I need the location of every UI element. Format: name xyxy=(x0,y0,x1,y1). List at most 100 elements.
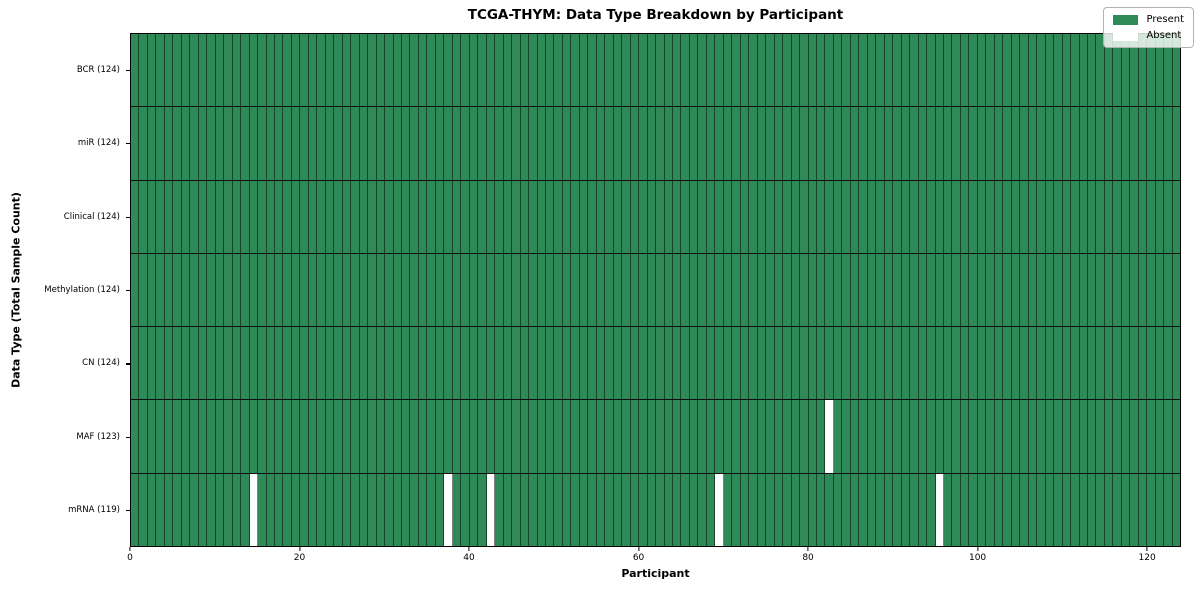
cell-present xyxy=(571,253,580,327)
cell-present xyxy=(308,400,318,473)
cell-present xyxy=(266,473,275,546)
cell-present xyxy=(783,34,792,107)
cell-present xyxy=(376,34,386,107)
cell-present xyxy=(1062,34,1072,107)
cell-present xyxy=(359,253,369,327)
cell-present xyxy=(291,107,301,180)
cell-present xyxy=(647,473,657,546)
cell-present xyxy=(181,107,191,180)
cell-present xyxy=(325,107,335,180)
cell-present xyxy=(1121,400,1131,473)
cell-present xyxy=(783,473,792,546)
cell-present xyxy=(681,327,690,400)
cell-present xyxy=(977,253,987,327)
cell-present xyxy=(486,327,496,400)
cell-present xyxy=(300,400,309,473)
cell-present xyxy=(393,34,402,107)
cell-present xyxy=(1164,400,1173,473)
cell-present xyxy=(808,34,817,107)
cell-present xyxy=(1037,473,1046,546)
cell-present xyxy=(715,327,724,400)
cell-present xyxy=(215,327,225,400)
cell-present xyxy=(613,107,623,180)
cell-present xyxy=(732,253,741,327)
cell-present xyxy=(503,107,513,180)
cell-present xyxy=(791,180,801,253)
cell-present xyxy=(1113,473,1122,546)
cell-absent xyxy=(444,473,453,546)
cell-present xyxy=(960,180,970,253)
cell-present xyxy=(249,34,259,107)
cell-present xyxy=(1104,400,1114,473)
cell-present xyxy=(893,107,902,180)
cell-present xyxy=(359,400,369,473)
cell-present xyxy=(274,473,284,546)
cell-present xyxy=(283,400,292,473)
cell-present xyxy=(291,253,301,327)
cell-present xyxy=(639,34,648,107)
cell-present xyxy=(1138,400,1148,473)
cell-present xyxy=(1130,253,1139,327)
cell-present xyxy=(723,107,733,180)
cell-present xyxy=(147,34,157,107)
cell-present xyxy=(783,327,792,400)
cell-present xyxy=(918,327,928,400)
cell-present xyxy=(1121,107,1131,180)
cell-present xyxy=(529,107,538,180)
cell-present xyxy=(723,253,733,327)
cell-present xyxy=(402,473,411,546)
cell-present xyxy=(452,473,462,546)
cell-present xyxy=(1104,107,1114,180)
cell-present xyxy=(241,400,250,473)
cell-present xyxy=(1054,327,1063,400)
cell-present xyxy=(249,400,259,473)
cell-present xyxy=(545,180,555,253)
cell-present xyxy=(918,473,928,546)
cell-present xyxy=(664,400,673,473)
cell-present xyxy=(605,107,614,180)
cell-present xyxy=(935,400,944,473)
cell-present xyxy=(1045,400,1055,473)
cell-present xyxy=(757,400,767,473)
cell-present xyxy=(1079,34,1088,107)
cell-present xyxy=(1054,107,1063,180)
cell-present xyxy=(808,107,817,180)
cell-present xyxy=(215,253,225,327)
cell-present xyxy=(571,327,580,400)
cell-present xyxy=(139,107,148,180)
cell-present xyxy=(867,327,877,400)
cell-present xyxy=(410,253,419,327)
cell-present xyxy=(1164,107,1173,180)
cell-present xyxy=(800,180,809,253)
cell-present xyxy=(910,327,919,400)
cell-present xyxy=(342,473,352,546)
cell-present xyxy=(173,107,182,180)
cell-present xyxy=(673,253,682,327)
cell-present xyxy=(1028,253,1038,327)
cell-present xyxy=(139,34,148,107)
cell-present xyxy=(478,253,487,327)
cell-present xyxy=(723,34,733,107)
cell-present xyxy=(215,180,225,253)
cell-present xyxy=(410,180,419,253)
cell-present xyxy=(181,400,191,473)
cell-present xyxy=(1147,327,1156,400)
cell-present xyxy=(588,473,597,546)
cell-present xyxy=(952,34,961,107)
cell-present xyxy=(664,180,673,253)
cell-present xyxy=(181,180,191,253)
cell-present xyxy=(876,180,885,253)
cell-present xyxy=(1147,473,1156,546)
cell-present xyxy=(833,473,843,546)
cell-present xyxy=(656,253,665,327)
cell-present xyxy=(706,473,716,546)
legend-label: Absent xyxy=(1146,30,1182,41)
cell-present xyxy=(1104,253,1114,327)
cell-present xyxy=(596,107,606,180)
cell-present xyxy=(444,107,453,180)
cell-present xyxy=(1037,180,1046,253)
cell-present xyxy=(757,253,767,327)
cell-present xyxy=(927,400,936,473)
cell-present xyxy=(647,253,657,327)
cell-present xyxy=(385,34,394,107)
